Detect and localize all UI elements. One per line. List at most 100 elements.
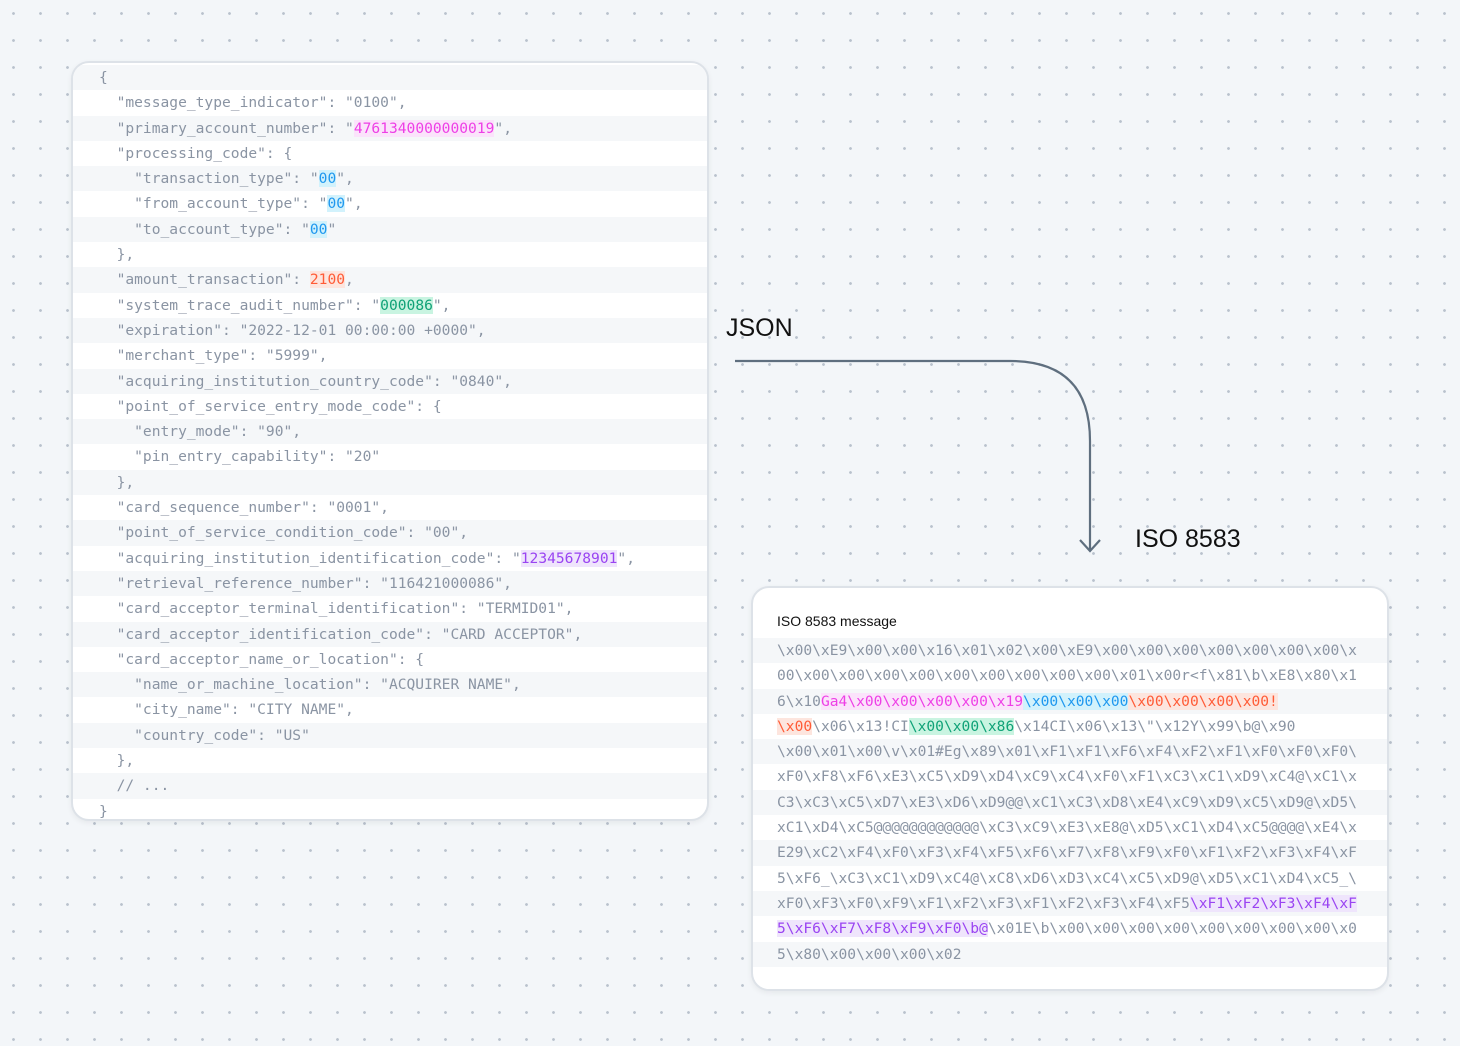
code-text: "acquiring_institution_country_code": "0… xyxy=(99,372,512,390)
code-line: }, xyxy=(73,242,707,267)
code-line: 5\xF6_\xC3\xC1\xD9\xC4@\xC8\xD6\xD3\xC4\… xyxy=(753,866,1387,891)
iso-card-title: ISO 8583 message xyxy=(777,613,897,629)
code-line: "point_of_service_condition_code": "00", xyxy=(73,520,707,546)
code-text: "amount_transaction": xyxy=(99,271,310,289)
arrow-head-icon xyxy=(1079,539,1101,553)
highlighted-field: \x00\x00\x00\x00! xyxy=(1128,692,1278,710)
code-line: { xyxy=(73,65,707,91)
code-text: ", xyxy=(617,549,635,567)
code-text: } xyxy=(99,802,108,820)
json-label: JSON xyxy=(726,314,793,342)
code-text: xF0\xF8\xF6\xE3\xC5\xD9\xD4\xC9\xC4\xF0\… xyxy=(777,768,1357,786)
code-text: xF0\xF3\xF0\xF9\xF1\xF2\xF3\xF1\xF2\xF3\… xyxy=(777,894,1190,912)
code-line: "acquiring_institution_identification_co… xyxy=(73,546,707,571)
code-text: \x06\x13!CI xyxy=(812,717,909,735)
code-text: \x00\x01\x00\v\x01#Eg\x89\x01\xF1\xF1\xF… xyxy=(777,743,1357,761)
code-line: "primary_account_number": "4761340000000… xyxy=(73,115,707,141)
highlighted-field: 2100 xyxy=(309,271,346,289)
code-line: "to_account_type": "00" xyxy=(73,216,707,243)
code-line: }, xyxy=(73,469,707,496)
code-text: }, xyxy=(99,246,135,264)
highlighted-field: 5\xF6\xF7\xF8\xF9\xF0\b@ xyxy=(777,920,988,938)
code-text: "retrieval_reference_number": "116421000… xyxy=(99,574,512,592)
code-text: "transaction_type": " xyxy=(99,170,319,188)
code-line: "retrieval_reference_number": "116421000… xyxy=(73,570,707,597)
json-code-card: { "message_type_indicator": "0100", "pri… xyxy=(71,61,709,821)
code-line: "processing_code": { xyxy=(73,141,707,166)
highlighted-field: \xF1\xF2\xF3\xF4\xF xyxy=(1189,894,1357,912)
code-text: "card_acceptor_name_or_location": { xyxy=(99,650,425,668)
code-text: "from_account_type": " xyxy=(99,195,328,213)
iso-message-card: ISO 8583 message \x00\xE9\x00\x00\x16\x0… xyxy=(751,586,1389,991)
code-line: }, xyxy=(73,748,707,773)
code-line: "card_sequence_number": "0001", xyxy=(73,495,707,520)
code-text: }, xyxy=(99,752,135,770)
code-text: "card_acceptor_terminal_identification":… xyxy=(99,600,574,618)
code-text: E29\xC2\xF4\xF0\xF3\xF4\xF5\xF6\xF7\xF8\… xyxy=(777,844,1357,862)
code-line: "name_or_machine_location": "ACQUIRER NA… xyxy=(73,672,707,698)
code-line: "card_acceptor_identification_code": "CA… xyxy=(73,621,707,647)
highlighted-field: 000086 xyxy=(380,296,433,314)
code-line: "merchant_type": "5999", xyxy=(73,343,707,368)
code-text: 00\x00\x00\x00\x00\x00\x00\x00\x00\x00\x… xyxy=(777,667,1357,685)
code-line: \x00\xE9\x00\x00\x16\x01\x02\x00\xE9\x00… xyxy=(753,638,1387,664)
code-text: "system_trace_audit_number": " xyxy=(99,296,381,314)
code-line: 6\x10Ga4\x00\x00\x00\x00\x19\x00\x00\x00… xyxy=(753,688,1387,714)
code-text: ", xyxy=(336,170,354,188)
code-line: 00\x00\x00\x00\x00\x00\x00\x00\x00\x00\x… xyxy=(753,663,1387,688)
code-text: 5\x80\x00\x00\x00\x02 xyxy=(777,945,962,963)
code-line: "card_acceptor_name_or_location": { xyxy=(73,647,707,672)
code-text: "country_code": "US" xyxy=(99,726,310,744)
code-line: "message_type_indicator": "0100", xyxy=(73,90,707,115)
iso-label: ISO 8583 xyxy=(1135,525,1241,553)
code-text: ", xyxy=(345,195,363,213)
code-line: "expiration": "2022-12-01 00:00:00 +0000… xyxy=(73,317,707,344)
code-text: "merchant_type": "5999", xyxy=(99,347,328,365)
code-line: "amount_transaction": 2100, xyxy=(73,267,707,293)
code-text: "city_name": "CITY NAME", xyxy=(99,701,354,719)
code-text: }, xyxy=(99,473,135,491)
code-line: "country_code": "US" xyxy=(73,722,707,749)
code-text: 6\x10 xyxy=(777,692,821,710)
highlighted-field: 4761340000000019 xyxy=(353,119,495,137)
highlighted-field: Ga4\x00\x00\x00\x00\x19 xyxy=(820,692,1024,710)
code-line: \x00\x01\x00\v\x01#Eg\x89\x01\xF1\xF1\xF… xyxy=(753,739,1387,765)
code-line: 5\xF6\xF7\xF8\xF9\xF0\b@\x01E\b\x00\x00\… xyxy=(753,916,1387,941)
code-text: "processing_code": { xyxy=(99,144,293,162)
code-line: xC1\xD4\xC5@@@@@@@@@@@@\xC3\xC9\xE3\xE8@… xyxy=(753,815,1387,840)
code-line: E29\xC2\xF4\xF0\xF3\xF4\xF5\xF6\xF7\xF8\… xyxy=(753,840,1387,866)
code-text: "point_of_service_entry_mode_code": { xyxy=(99,397,442,415)
code-line: xF0\xF3\xF0\xF9\xF1\xF2\xF3\xF1\xF2\xF3\… xyxy=(753,890,1387,917)
code-text: "expiration": "2022-12-01 00:00:00 +0000… xyxy=(99,321,486,339)
code-text: "card_sequence_number": "0001", xyxy=(99,499,389,517)
code-text: "message_type_indicator": "0100", xyxy=(99,94,407,112)
code-line: "point_of_service_entry_mode_code": { xyxy=(73,394,707,419)
code-text: "to_account_type": " xyxy=(99,220,310,238)
code-text: C3\xC3\xC5\xD7\xE3\xD6\xD9@@\xC1\xC3\xD8… xyxy=(777,793,1357,811)
code-line: "card_acceptor_terminal_identification":… xyxy=(73,596,707,621)
code-line: C3\xC3\xC5\xD7\xE3\xD6\xD9@@\xC1\xC3\xD8… xyxy=(753,789,1387,816)
highlighted-field: \x00\x00\x86 xyxy=(908,717,1015,735)
code-text: "pin_entry_capability": "20" xyxy=(99,448,381,466)
code-text: "acquiring_institution_identification_co… xyxy=(99,549,521,567)
code-line: "pin_entry_capability": "20" xyxy=(73,444,707,469)
code-text: xC1\xD4\xC5@@@@@@@@@@@@\xC3\xC9\xE3\xE8@… xyxy=(777,819,1357,837)
highlighted-field: 00 xyxy=(309,220,328,238)
code-text: , xyxy=(345,271,354,289)
highlighted-field: 12345678901 xyxy=(520,549,618,567)
code-line: "transaction_type": "00", xyxy=(73,166,707,192)
code-text: ", xyxy=(494,119,512,137)
code-text: { xyxy=(99,69,108,86)
code-text: "card_acceptor_identification_code": "CA… xyxy=(99,625,583,643)
code-text: ", xyxy=(432,296,451,314)
highlighted-field: \x00\x00\x00 xyxy=(1023,692,1129,710)
code-line: "system_trace_audit_number": "000086", xyxy=(73,293,707,318)
code-text: \x01E\b\x00\x00\x00\x00\x00\x00\x00\x00\… xyxy=(987,920,1357,938)
arrow-line xyxy=(735,359,1092,550)
code-line: // ... xyxy=(73,773,707,799)
code-text: "entry_mode": "90", xyxy=(99,423,302,441)
code-text: 5\xF6_\xC3\xC1\xD9\xC4@\xC8\xD6\xD3\xC4\… xyxy=(777,869,1357,887)
code-line: } xyxy=(73,799,707,820)
highlighted-field: 00 xyxy=(318,170,337,188)
